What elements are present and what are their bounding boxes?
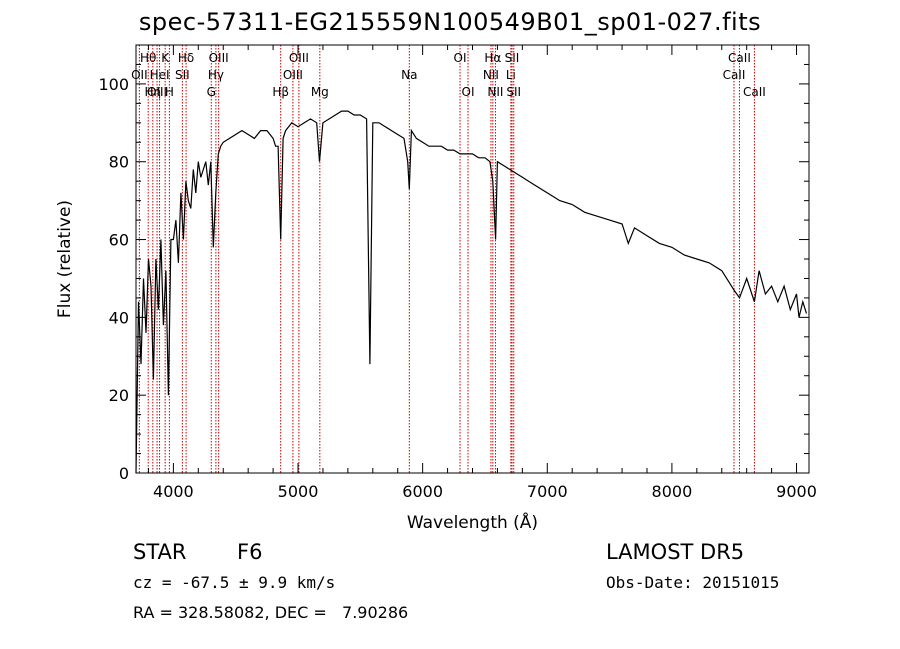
survey-name: LAMOST DR5 bbox=[606, 540, 745, 564]
y-tick-label: 80 bbox=[109, 153, 129, 172]
y-axis-label: Flux (relative) bbox=[55, 200, 75, 318]
line-label: OIII bbox=[209, 51, 229, 65]
line-label: CaII bbox=[728, 51, 751, 65]
line-label: G bbox=[207, 85, 216, 99]
line-label: NII bbox=[483, 68, 499, 82]
y-tick-label: 60 bbox=[109, 231, 129, 250]
line-label: Na bbox=[401, 68, 417, 82]
line-label: Hα bbox=[484, 51, 501, 65]
line-label: CaII bbox=[743, 85, 766, 99]
line-label: OII bbox=[131, 68, 148, 82]
line-label: Mg bbox=[311, 85, 329, 99]
line-label: OIII bbox=[283, 68, 303, 82]
object-class: STAR bbox=[133, 540, 187, 564]
x-tick-label: 5000 bbox=[278, 482, 319, 501]
line-label: Hγ bbox=[208, 68, 224, 82]
sky-coordinates: RA = 328.58082, DEC = 7.90286 bbox=[133, 603, 409, 622]
spectrum-line bbox=[135, 110, 808, 474]
x-tick-label: 9000 bbox=[776, 482, 817, 501]
y-tick-label: 100 bbox=[98, 75, 129, 94]
chart-title: spec-57311-EG215559N100549B01_sp01-027.f… bbox=[138, 8, 762, 36]
line-label: CaII bbox=[723, 68, 746, 82]
line-label: Hβ bbox=[272, 85, 289, 99]
line-label: NII bbox=[487, 85, 503, 99]
redshift-velocity: cz = -67.5 ± 9.9 km/s bbox=[133, 573, 336, 592]
x-tick-label: 4000 bbox=[153, 482, 194, 501]
line-label: H bbox=[165, 85, 174, 99]
line-label: Li bbox=[506, 68, 516, 82]
line-label: SII bbox=[175, 68, 190, 82]
y-tick-label: 0 bbox=[119, 464, 129, 483]
observation-date: Obs-Date: 20151015 bbox=[606, 573, 780, 592]
line-label: OIII bbox=[289, 51, 309, 65]
line-label: Hθ bbox=[140, 51, 156, 65]
plot-frame bbox=[135, 44, 810, 474]
line-label: SII bbox=[506, 85, 521, 99]
line-label: Hδ bbox=[178, 51, 194, 65]
line-label: HeI bbox=[150, 68, 170, 82]
x-tick-label: 8000 bbox=[652, 482, 693, 501]
x-tick-label: 6000 bbox=[402, 482, 443, 501]
y-tick-label: 40 bbox=[109, 308, 129, 327]
line-label: OI bbox=[454, 51, 467, 65]
line-label: K bbox=[161, 51, 170, 65]
line-label: SII bbox=[505, 51, 520, 65]
y-tick-label: 20 bbox=[109, 386, 129, 405]
object-subclass: F6 bbox=[237, 540, 263, 564]
x-tick-label: 7000 bbox=[527, 482, 568, 501]
line-label: OIII bbox=[147, 85, 167, 99]
x-axis-label: Wavelength (Å) bbox=[407, 511, 538, 533]
line-label: OI bbox=[462, 85, 475, 99]
